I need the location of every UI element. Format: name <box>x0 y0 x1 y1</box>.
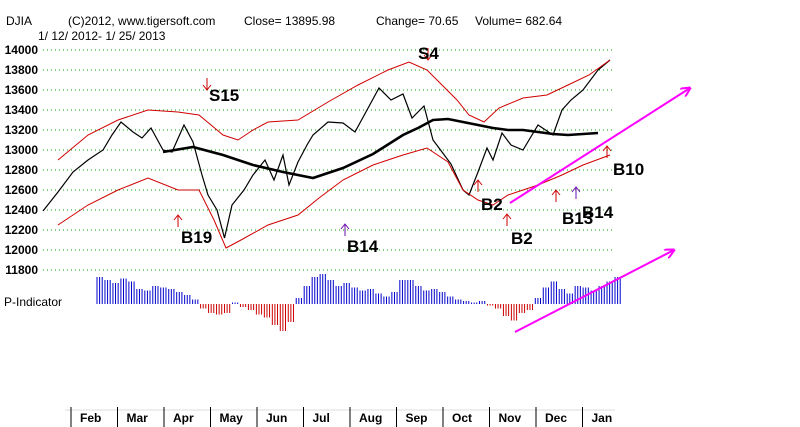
signal-arrowhead <box>551 189 561 196</box>
signal-arrowhead <box>202 84 212 91</box>
symbol-label: DJIA <box>6 14 32 28</box>
y-tick-label: 13600 <box>5 83 39 97</box>
signal-label-b10: B10 <box>613 160 644 179</box>
month-label: May <box>220 411 244 425</box>
y-tick-label: 12400 <box>5 203 39 217</box>
x-axis: Feb Mar Apr May Jun Jul Aug Sep Oct Nov Dec Jan <box>65 407 615 427</box>
month-label: Aug <box>359 411 382 425</box>
y-tick-label: 14000 <box>5 43 39 57</box>
signal-label-b2: B2 <box>511 229 533 248</box>
y-tick-label: 13400 <box>5 103 39 117</box>
y-tick-label: 11800 <box>5 263 38 277</box>
y-tick-label: 12200 <box>5 223 39 237</box>
grid-lines <box>43 49 615 271</box>
indicator-trend-arrow <box>514 250 674 333</box>
signal-arrowhead <box>340 223 350 230</box>
signal-label-b14: B14 <box>582 203 614 222</box>
y-tick-label: 13800 <box>5 63 39 77</box>
date-range-label: 1/ 12/ 2012- 1/ 25/ 2013 <box>38 29 166 43</box>
month-label: Nov <box>499 411 522 425</box>
signal-arrowhead <box>502 213 512 220</box>
volume-label: Volume= 682.64 <box>475 14 562 28</box>
signal-arrowhead <box>423 54 433 61</box>
y-tick-label: 13200 <box>5 123 39 137</box>
signal-arrowhead <box>473 179 483 186</box>
signal-label-b19: B19 <box>181 228 212 247</box>
moving-average-line <box>162 117 599 180</box>
series-group <box>42 59 611 249</box>
month-label: Sep <box>406 411 428 425</box>
price-line <box>42 59 611 239</box>
y-tick-label: 12600 <box>5 183 39 197</box>
signal-arrowhead <box>602 145 612 152</box>
month-label: Dec <box>545 411 567 425</box>
signal-label-b2: B2 <box>481 195 503 214</box>
y-tick-label: 13000 <box>5 143 39 157</box>
month-label: Jul <box>313 411 330 425</box>
month-label: Feb <box>80 411 101 425</box>
month-label: Mar <box>127 411 149 425</box>
y-tick-label: 12800 <box>5 163 39 177</box>
signal-label-s4: S4 <box>418 44 439 63</box>
indicator-label: P-Indicator <box>4 295 62 309</box>
month-label: Oct <box>452 411 472 425</box>
copyright-label: (C)2012, www.tigersoft.com <box>68 14 215 28</box>
signal-label-s15: S15 <box>209 86 239 105</box>
change-label: Change= 70.65 <box>376 14 459 28</box>
month-label: Jan <box>592 411 613 425</box>
y-tick-label: 12000 <box>5 243 39 257</box>
signal-label-b13: B13 <box>562 209 593 228</box>
price-trend-arrow <box>509 88 690 204</box>
signal-arrowhead <box>571 186 581 193</box>
signal-label-b14: B14 <box>347 237 379 256</box>
trend-lines <box>509 88 690 333</box>
close-label: Close= 13895.98 <box>244 14 335 28</box>
month-label: Jun <box>266 411 287 425</box>
signal-arrowhead <box>173 214 183 221</box>
upper-band-line <box>57 59 611 161</box>
p-indicator-panel <box>96 274 621 331</box>
y-axis: 14000 13800 13600 13400 13200 13000 12800 12600… <box>5 43 39 277</box>
month-label: Apr <box>173 411 194 425</box>
lower-band-line <box>57 147 611 249</box>
